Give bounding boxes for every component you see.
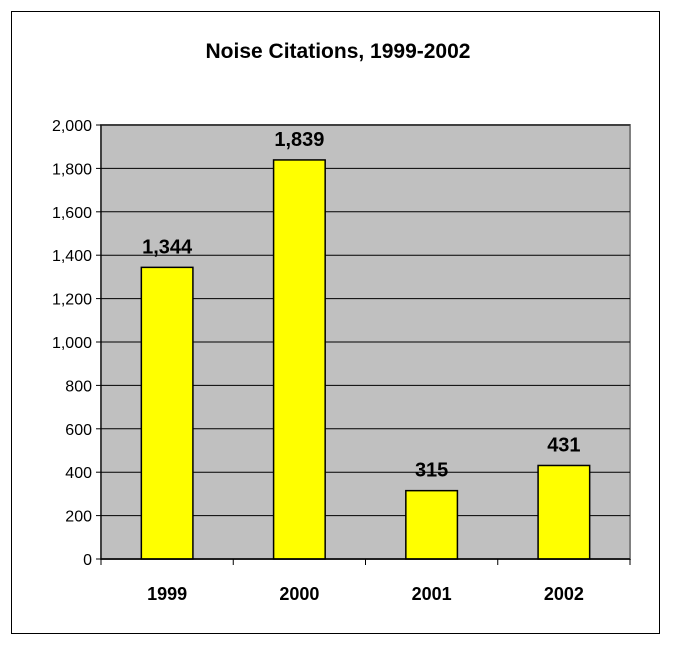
y-tick-label: 2,000: [52, 118, 92, 135]
bar-1999: [140, 266, 194, 560]
data-label-2001: 315: [415, 460, 448, 482]
y-tick-label: 1,000: [52, 335, 92, 352]
y-tick-label: 800: [65, 378, 92, 395]
y-tick-label: 0: [83, 552, 92, 569]
y-tick-label: 1,200: [52, 292, 92, 309]
data-label-2000: 1,839: [274, 129, 324, 151]
chart-title: Noise Citations, 1999-2002: [205, 40, 471, 63]
y-tick-label: 1,800: [52, 161, 92, 178]
bar-2002: [537, 464, 591, 560]
x-tick-label-2000: 2000: [279, 584, 319, 604]
x-tick-label-2001: 2001: [412, 584, 452, 604]
x-axis: 1999 2000 2001 2002: [100, 558, 631, 604]
bar-2000: [272, 159, 326, 560]
x-tick-label-1999: 1999: [147, 584, 187, 604]
bar-2001: [405, 489, 459, 560]
y-axis: 0 200 400 600 800 1,000 1,200 1,400 1,600 1,800 2,…: [52, 118, 102, 569]
x-tick-label-2002: 2002: [544, 584, 584, 604]
y-tick-label: 600: [65, 422, 92, 439]
data-label-1999: 1,344: [142, 236, 193, 258]
y-tick-label: 1,600: [52, 205, 92, 222]
y-tick-label: 1,400: [52, 248, 92, 265]
bars: 1,344 1,839 315 431: [140, 129, 591, 560]
y-tick-label: 200: [65, 509, 92, 526]
data-label-2002: 431: [547, 434, 580, 456]
y-tick-label: 400: [65, 465, 92, 482]
